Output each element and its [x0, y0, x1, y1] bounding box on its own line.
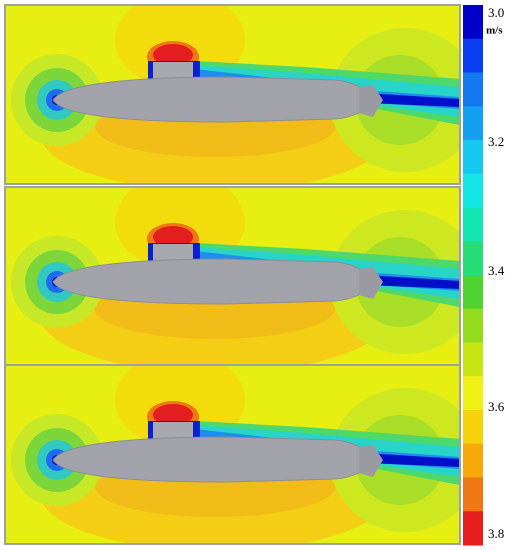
- colorbar-band: [463, 342, 483, 377]
- colorbar-band: [463, 140, 483, 175]
- tail-fin: [359, 445, 383, 477]
- colorbar-band: [463, 275, 483, 310]
- tail-fin: [359, 85, 383, 117]
- hull: [52, 258, 376, 305]
- colorbar-band: [463, 511, 483, 546]
- panel-border: [4, 364, 461, 545]
- wake-jet: [365, 453, 460, 467]
- sail-peak: [153, 404, 193, 426]
- panel-border: [4, 4, 461, 185]
- flow-panel: [4, 364, 461, 545]
- colorbar-band: [463, 241, 483, 276]
- colorbar-band: [463, 106, 483, 141]
- wake-jet: [365, 93, 460, 107]
- sail-peak: [153, 226, 193, 248]
- wake-jet: [365, 275, 460, 289]
- colorbar-band: [463, 207, 483, 242]
- colorbar: [463, 5, 483, 546]
- colorbar-band: [463, 308, 483, 343]
- contour-field: [5, 365, 460, 544]
- colorbar-band: [463, 376, 483, 411]
- colorbar-band: [463, 38, 483, 73]
- hull: [52, 436, 376, 483]
- flow-panel: [4, 4, 461, 185]
- colorbar-band: [463, 410, 483, 445]
- colorbar-band: [463, 173, 483, 208]
- colorbar-label: 3.0: [488, 5, 504, 20]
- colorbar-label: 3.4: [488, 263, 505, 278]
- sail-peak: [153, 44, 193, 66]
- colorbar-band: [463, 5, 483, 40]
- contour-field: [5, 5, 460, 184]
- colorbar-label: 3.6: [488, 399, 505, 414]
- colorbar-band: [463, 477, 483, 512]
- colorbar-label: 3.8: [488, 526, 504, 541]
- tail-fin: [359, 267, 383, 299]
- contour-field: [5, 187, 460, 366]
- hull: [52, 76, 376, 123]
- colorbar-label: 3.2: [488, 134, 504, 149]
- colorbar-band: [463, 443, 483, 478]
- colorbar-band: [463, 72, 483, 107]
- colorbar-unit: m/s: [486, 25, 503, 37]
- flow-panel: [4, 186, 461, 367]
